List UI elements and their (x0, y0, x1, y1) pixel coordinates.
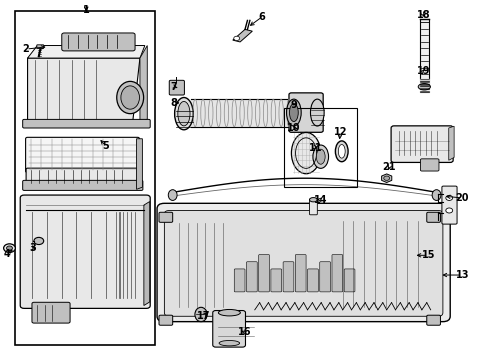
Polygon shape (27, 45, 145, 58)
FancyBboxPatch shape (246, 262, 257, 292)
Circle shape (3, 244, 15, 252)
FancyBboxPatch shape (308, 269, 319, 292)
Ellipse shape (292, 132, 321, 174)
Circle shape (384, 176, 390, 180)
FancyBboxPatch shape (427, 212, 441, 222)
Ellipse shape (432, 190, 441, 201)
FancyBboxPatch shape (332, 255, 343, 292)
Circle shape (6, 246, 12, 250)
Text: 21: 21 (382, 162, 396, 172)
Text: 5: 5 (102, 141, 109, 151)
Ellipse shape (335, 141, 348, 162)
FancyBboxPatch shape (23, 120, 150, 128)
FancyBboxPatch shape (391, 126, 453, 162)
Text: 7: 7 (171, 82, 177, 92)
FancyBboxPatch shape (295, 255, 306, 292)
FancyBboxPatch shape (442, 186, 457, 224)
Ellipse shape (174, 98, 193, 130)
FancyBboxPatch shape (310, 199, 318, 215)
FancyBboxPatch shape (427, 315, 441, 325)
FancyBboxPatch shape (37, 45, 44, 48)
Ellipse shape (418, 84, 430, 90)
FancyBboxPatch shape (213, 311, 245, 347)
FancyBboxPatch shape (26, 168, 139, 185)
Ellipse shape (287, 99, 301, 126)
Polygon shape (140, 45, 147, 123)
Bar (15, 12, 155, 345)
Ellipse shape (219, 341, 240, 346)
Ellipse shape (290, 104, 298, 122)
Text: 15: 15 (421, 250, 435, 260)
Text: 8: 8 (171, 98, 177, 108)
Text: 4: 4 (3, 248, 10, 258)
Text: 1: 1 (83, 5, 90, 15)
Text: 14: 14 (314, 195, 327, 205)
Text: 12: 12 (334, 127, 347, 136)
Text: 19: 19 (416, 66, 430, 76)
FancyBboxPatch shape (283, 262, 294, 292)
Text: 11: 11 (309, 143, 322, 153)
Text: 20: 20 (456, 193, 469, 203)
FancyBboxPatch shape (25, 137, 140, 172)
Ellipse shape (219, 310, 241, 316)
FancyBboxPatch shape (320, 262, 331, 292)
Circle shape (446, 208, 453, 213)
Polygon shape (137, 139, 143, 189)
Ellipse shape (168, 190, 177, 201)
Ellipse shape (313, 145, 329, 168)
FancyBboxPatch shape (164, 211, 443, 316)
Ellipse shape (195, 307, 207, 321)
Circle shape (234, 36, 240, 41)
FancyBboxPatch shape (159, 315, 172, 325)
FancyBboxPatch shape (23, 180, 143, 190)
FancyBboxPatch shape (32, 302, 70, 323)
Ellipse shape (338, 144, 345, 158)
Ellipse shape (121, 86, 140, 109)
Ellipse shape (178, 102, 190, 126)
Text: 9: 9 (291, 100, 297, 110)
FancyBboxPatch shape (234, 269, 245, 292)
Text: 16: 16 (238, 327, 252, 337)
Text: 2: 2 (23, 44, 29, 54)
Text: 3: 3 (29, 243, 36, 253)
Polygon shape (233, 30, 252, 42)
FancyBboxPatch shape (271, 269, 282, 292)
Circle shape (446, 195, 453, 201)
FancyBboxPatch shape (157, 203, 450, 321)
FancyBboxPatch shape (259, 255, 270, 292)
Ellipse shape (310, 198, 318, 202)
Circle shape (34, 237, 44, 244)
Text: 13: 13 (456, 270, 469, 280)
Polygon shape (144, 202, 150, 306)
Ellipse shape (317, 149, 325, 164)
Text: 17: 17 (196, 311, 210, 321)
Polygon shape (449, 126, 454, 160)
FancyBboxPatch shape (169, 80, 184, 95)
Text: 18: 18 (416, 10, 430, 20)
Polygon shape (27, 58, 140, 123)
Text: 6: 6 (259, 12, 266, 22)
FancyBboxPatch shape (344, 269, 355, 292)
Bar (284, 108, 357, 187)
FancyBboxPatch shape (289, 93, 323, 132)
FancyBboxPatch shape (20, 195, 150, 309)
Ellipse shape (117, 81, 144, 114)
FancyBboxPatch shape (62, 33, 135, 51)
FancyBboxPatch shape (420, 159, 439, 171)
FancyBboxPatch shape (159, 212, 172, 222)
Text: 10: 10 (287, 123, 300, 133)
Ellipse shape (311, 99, 324, 126)
